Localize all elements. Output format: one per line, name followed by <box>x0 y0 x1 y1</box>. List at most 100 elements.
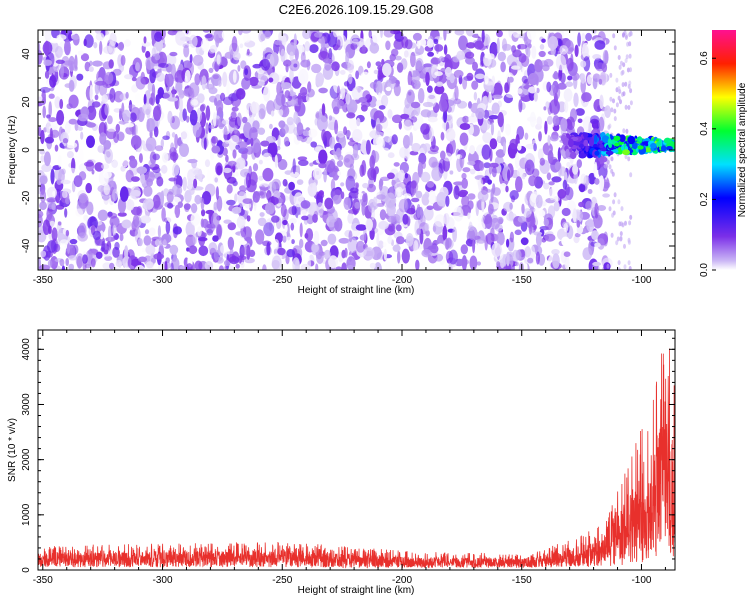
spectrogram-cell <box>526 47 531 58</box>
spectrogram-cell <box>514 261 519 267</box>
y-tick-label: 3000 <box>21 393 32 416</box>
spectrogram-cell <box>495 149 506 158</box>
spectrogram-cell <box>338 237 350 244</box>
spectrogram-cell <box>375 123 383 132</box>
spectrogram-cell <box>167 202 174 209</box>
spectrogram-cell <box>142 198 154 211</box>
spectrogram-cell <box>307 128 318 138</box>
spectrogram-cell <box>64 208 68 218</box>
spectrogram-cell <box>293 33 297 49</box>
signal-cell <box>655 138 659 142</box>
spectrogram-cell <box>221 119 230 125</box>
spectrogram-cell <box>502 43 512 51</box>
spectrogram-cell <box>369 262 376 269</box>
spectrogram-cell <box>403 119 413 131</box>
spectrogram-cell <box>222 71 228 88</box>
spectrogram-cell <box>103 183 111 196</box>
spectrogram-cell <box>496 261 501 267</box>
spectrogram-cell <box>276 146 281 151</box>
spectrogram-cell <box>321 103 326 116</box>
spectrogram-cell <box>232 70 237 83</box>
signal-cell <box>613 135 621 141</box>
spectrogram-cell <box>241 30 252 34</box>
spectrogram-cell <box>416 204 421 219</box>
spectrogram-cell <box>398 121 402 130</box>
spectrogram-cell <box>429 127 434 142</box>
spectrogram-cell <box>378 75 383 80</box>
spectrogram-cell <box>407 70 413 87</box>
spectrogram-cell <box>310 241 320 256</box>
spectrogram-cell <box>385 192 396 208</box>
spectrogram-cell <box>348 230 353 243</box>
colorbar-label: Normalized spectral amplitude <box>737 82 748 217</box>
spectrogram-cell <box>58 247 66 258</box>
spectrogram-cell <box>363 246 375 261</box>
spectrogram-cell <box>346 265 354 269</box>
spectrogram-cell <box>622 91 626 97</box>
spectrogram-cell <box>520 237 529 246</box>
spectrogram-cell <box>235 171 239 177</box>
spectrogram-cell <box>92 60 103 67</box>
spectrogram-cell <box>466 72 474 81</box>
spectrogram-cell <box>114 241 120 251</box>
spectrogram-cell <box>531 45 537 59</box>
spectrogram-cell <box>40 129 45 145</box>
spectrogram-cell <box>566 57 574 72</box>
spectrogram-cell <box>623 264 627 270</box>
spectrogram-cell <box>231 106 239 112</box>
spectrogram-cell <box>211 136 218 144</box>
spectrogram-cell <box>270 110 275 117</box>
spectrogram-cell <box>66 242 71 255</box>
spectrogram-cell <box>228 160 237 167</box>
spectrogram-cell <box>109 88 116 103</box>
spectrogram-cell <box>215 162 223 176</box>
spectrogram-cell <box>445 195 450 207</box>
spectrogram-cell <box>299 238 304 249</box>
spectrogram-cell <box>152 194 161 209</box>
spectrogram-cell <box>296 165 301 174</box>
spectrogram-cell <box>48 101 52 118</box>
signal-cell <box>569 148 573 153</box>
spectrogram-cell <box>137 238 143 247</box>
spectrogram-cell <box>165 53 177 67</box>
spectrogram-cell <box>66 151 74 159</box>
spectrogram-cell <box>535 232 542 247</box>
spectrogram-cell <box>397 250 401 264</box>
spectrogram-cell <box>376 194 386 200</box>
spectrogram-cell <box>613 116 617 122</box>
spectrogram-cell <box>49 127 53 142</box>
spectrogram-cell <box>349 116 358 131</box>
spectrogram-cell <box>440 150 446 160</box>
spectrogram-cell <box>226 184 233 194</box>
spectrogram-cell <box>524 132 529 140</box>
spectrogram-cell <box>372 30 381 44</box>
spectrogram-cell <box>207 169 211 182</box>
spectrogram-cell <box>227 236 235 250</box>
spectrogram-cell <box>488 115 499 120</box>
spectrogram-cell <box>366 183 376 193</box>
spectrogram-cell <box>208 67 214 74</box>
spectrogram-cell <box>492 183 496 195</box>
spectrogram-cell <box>391 134 398 145</box>
spectrogram-cell <box>444 30 452 34</box>
spectrogram-cell <box>204 34 213 39</box>
spectrogram-cell <box>300 52 306 63</box>
spectrogram-cell <box>144 229 150 235</box>
spectrogram-cell <box>44 70 50 79</box>
spectrogram-cell <box>539 44 545 50</box>
spectrogram-cell <box>75 208 84 217</box>
spectrogram-cell <box>220 244 229 254</box>
spectrogram-cell <box>543 106 547 111</box>
spectrogram-cell <box>201 191 212 205</box>
spectrogram-cell <box>120 165 126 172</box>
spectrogram-cell <box>624 81 628 87</box>
spectrogram-cell <box>440 131 445 141</box>
spectrogram-cell <box>420 109 432 118</box>
spectrogram-cell <box>422 101 434 108</box>
spectrogram-cell <box>487 179 492 185</box>
spectrogram-cell <box>467 115 478 123</box>
spectrogram-cell <box>410 116 418 123</box>
y-tick-label: 40 <box>21 48 32 60</box>
signal-cell <box>601 135 610 143</box>
spectrogram-cell <box>469 168 476 175</box>
